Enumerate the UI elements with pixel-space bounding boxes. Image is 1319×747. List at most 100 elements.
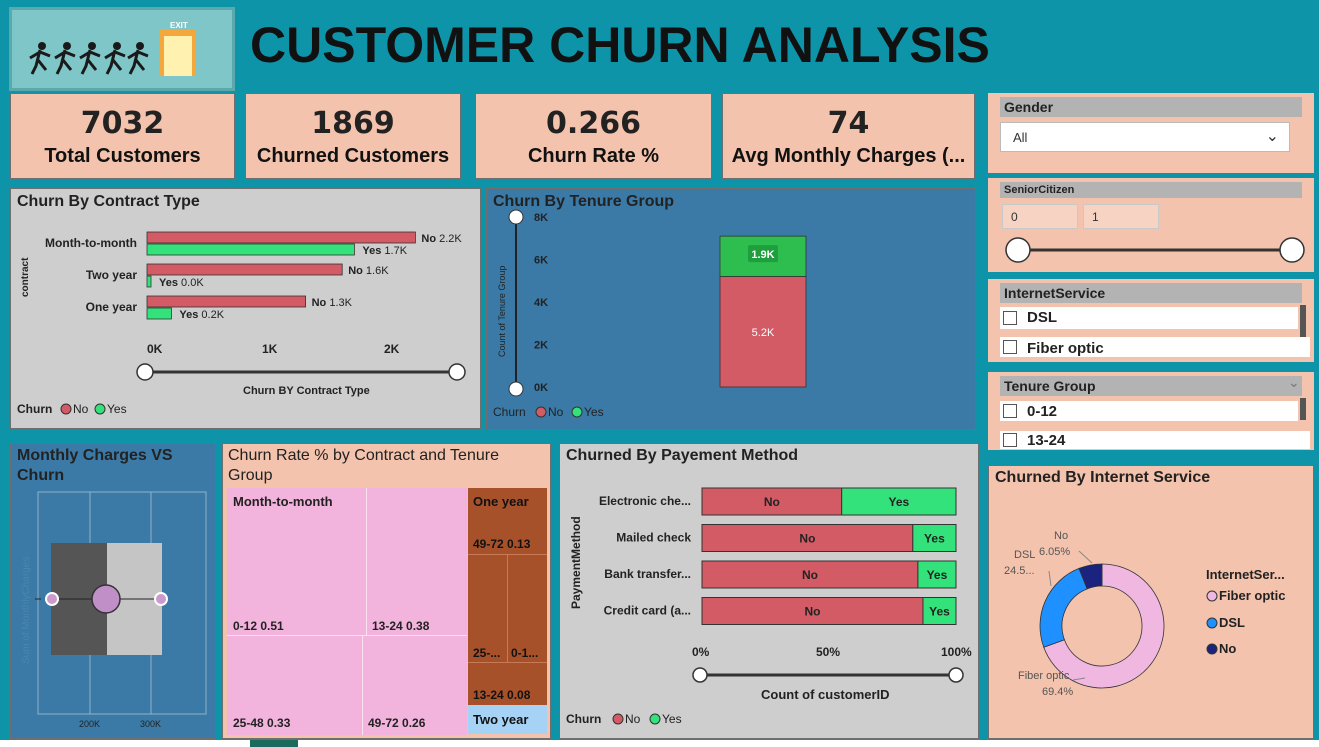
bar-no[interactable] xyxy=(146,295,307,308)
legend-marker-dsl xyxy=(1206,617,1218,629)
kpi-total-customers: 7032 Total Customers xyxy=(10,93,235,179)
slicer-title: Tenure Group xyxy=(1000,376,1302,396)
treemap-cell-label: 13-24 0.38 xyxy=(372,619,430,633)
cell-divider xyxy=(507,554,508,662)
contract-chart-svg: contract Month-to-month No 2.2K Yes 1.7K Tw… xyxy=(17,231,466,416)
legend-yes-label: Yes xyxy=(107,402,127,416)
data-label-no: No xyxy=(804,605,820,619)
treemap-cell-label: 49-72 0.26 xyxy=(368,716,426,730)
cell-divider xyxy=(362,635,363,735)
logo-image: EXIT xyxy=(9,7,235,91)
category-label: Bank transfer... xyxy=(604,567,691,581)
tick-label: 1K xyxy=(262,342,278,356)
treemap-group-month-to-month[interactable]: Month-to-month 0-12 0.51 13-24 0.38 25-4… xyxy=(227,488,467,735)
legend-yes-marker xyxy=(94,403,106,415)
slice-pct-fiber: 69.4% xyxy=(1042,686,1073,698)
range-slider-handle-min[interactable] xyxy=(692,667,708,683)
bar-no[interactable] xyxy=(719,276,807,388)
data-label-yes: Yes 0.2K xyxy=(179,309,224,321)
legend-label: DSL xyxy=(1219,615,1245,630)
range-slider-handle-max[interactable] xyxy=(948,667,964,683)
legend-title: Churn xyxy=(566,712,601,726)
mean-point[interactable] xyxy=(91,584,121,614)
slicer-title: Gender xyxy=(1000,97,1302,117)
legend-yes-label: Yes xyxy=(584,405,604,419)
bar-yes[interactable] xyxy=(146,307,172,320)
kpi-value: 1869 xyxy=(311,106,395,141)
gender-dropdown[interactable]: All ⌄ xyxy=(1000,122,1290,152)
senior-citizen-slicer: SeniorCitizen 0 1 xyxy=(988,178,1314,272)
data-label-no: No 2.2K xyxy=(421,233,462,245)
leader-line xyxy=(1048,570,1052,587)
bar-no[interactable] xyxy=(701,524,914,552)
kpi-churn-rate: 0.266 Churn Rate % xyxy=(475,93,712,179)
treemap-group-one-year[interactable]: One year 49-72 0.13 25-... 0-1... 13-24 … xyxy=(468,488,547,705)
vertical-slider-handle-top[interactable] xyxy=(508,209,524,225)
range-slider-handle-max[interactable] xyxy=(448,363,466,381)
internet-chart-panel: Churned By Internet Service No 6.05% DSL… xyxy=(988,465,1314,739)
bar-yes[interactable] xyxy=(917,560,957,589)
bar-no[interactable] xyxy=(146,263,343,276)
senior-range-slider[interactable] xyxy=(988,233,1314,269)
bar-yes[interactable] xyxy=(146,275,152,288)
data-label-no: No xyxy=(799,532,815,546)
data-label-no: No xyxy=(802,568,818,582)
treemap-cell-label: 25-48 0.33 xyxy=(233,716,291,730)
treemap-group-label: Two year xyxy=(473,712,529,727)
treemap-group-two-year[interactable]: Two year xyxy=(468,705,547,734)
outlier-point[interactable] xyxy=(154,592,168,606)
tenure-chart-svg: Count of Tenure Group 8K 6K 4K 2K 0K 5.2K 1.9… xyxy=(493,209,807,419)
senior-max-input[interactable]: 1 xyxy=(1083,204,1159,229)
slider-handle-max[interactable] xyxy=(1279,237,1305,263)
contract-chart-title: Churn By Contract Type xyxy=(17,193,200,210)
bar-yes[interactable] xyxy=(922,597,957,625)
bar-yes[interactable] xyxy=(841,487,957,516)
slicer-item-13-24[interactable]: 13-24 xyxy=(1000,431,1310,449)
slicer-item-0-12[interactable]: 0-12 xyxy=(1000,401,1298,421)
checkbox[interactable] xyxy=(1003,340,1017,354)
legend-no-label: No xyxy=(73,402,89,416)
donut-slice-no[interactable] xyxy=(1078,563,1103,590)
legend-no-label: No xyxy=(548,405,564,419)
scrollbar[interactable] xyxy=(1300,305,1306,337)
senior-min-input[interactable]: 0 xyxy=(1002,204,1078,229)
kpi-value: 0.266 xyxy=(546,106,641,141)
scrollbar[interactable] xyxy=(1300,398,1306,420)
x-axis-label: Count of customerID xyxy=(761,687,890,702)
data-label-yes: Yes 1.7K xyxy=(362,245,407,257)
slider-handle-min[interactable] xyxy=(1005,237,1031,263)
gender-slicer: Gender All ⌄ xyxy=(988,93,1314,173)
bar-yes[interactable] xyxy=(146,243,355,256)
checkbox[interactable] xyxy=(1003,404,1017,418)
internet-service-slicer: InternetService DSL Fiber optic xyxy=(988,279,1314,362)
slice-pct-dsl: 24.5... xyxy=(1004,565,1035,577)
slicer-title: SeniorCitizen xyxy=(1000,182,1302,198)
vertical-slider-handle-bottom[interactable] xyxy=(508,381,524,397)
bar-no[interactable] xyxy=(701,487,843,516)
monthly-axis-label: Sum of MonthlyCharges xyxy=(21,557,32,664)
legend-title: Churn xyxy=(493,405,526,419)
chevron-down-icon[interactable]: ⌄ xyxy=(1288,374,1300,390)
page-tab-indicator[interactable] xyxy=(250,740,298,747)
leader-line xyxy=(1078,550,1093,564)
slicer-item-fiber-optic[interactable]: Fiber optic xyxy=(1000,337,1310,357)
legend-label: Fiber optic xyxy=(1219,588,1285,603)
donut-slice-fiber[interactable] xyxy=(1043,563,1165,689)
exit-sign: EXIT xyxy=(170,21,188,30)
checkbox[interactable] xyxy=(1003,311,1017,325)
bar-no[interactable] xyxy=(146,231,416,244)
bar-yes[interactable] xyxy=(912,524,957,552)
outlier-point[interactable] xyxy=(45,592,59,606)
range-slider-handle-min[interactable] xyxy=(136,363,154,381)
monthly-chart-title: Monthly Charges VS Churn xyxy=(17,447,173,484)
internet-chart-svg: No 6.05% DSL 24.5... Fiber optic 69.4% I… xyxy=(1004,530,1285,698)
tick-label: 300K xyxy=(140,719,161,729)
slice-pct-no: 6.05% xyxy=(1039,546,1070,558)
donut-slice-dsl[interactable] xyxy=(1039,567,1088,648)
tick-label: 200K xyxy=(79,719,100,729)
slicer-item-dsl[interactable]: DSL xyxy=(1000,307,1298,329)
legend-yes-marker xyxy=(649,713,661,725)
treemap-cell-label: 49-72 0.13 xyxy=(473,537,531,551)
checkbox[interactable] xyxy=(1003,433,1017,447)
tick-label: 6K xyxy=(534,255,548,267)
